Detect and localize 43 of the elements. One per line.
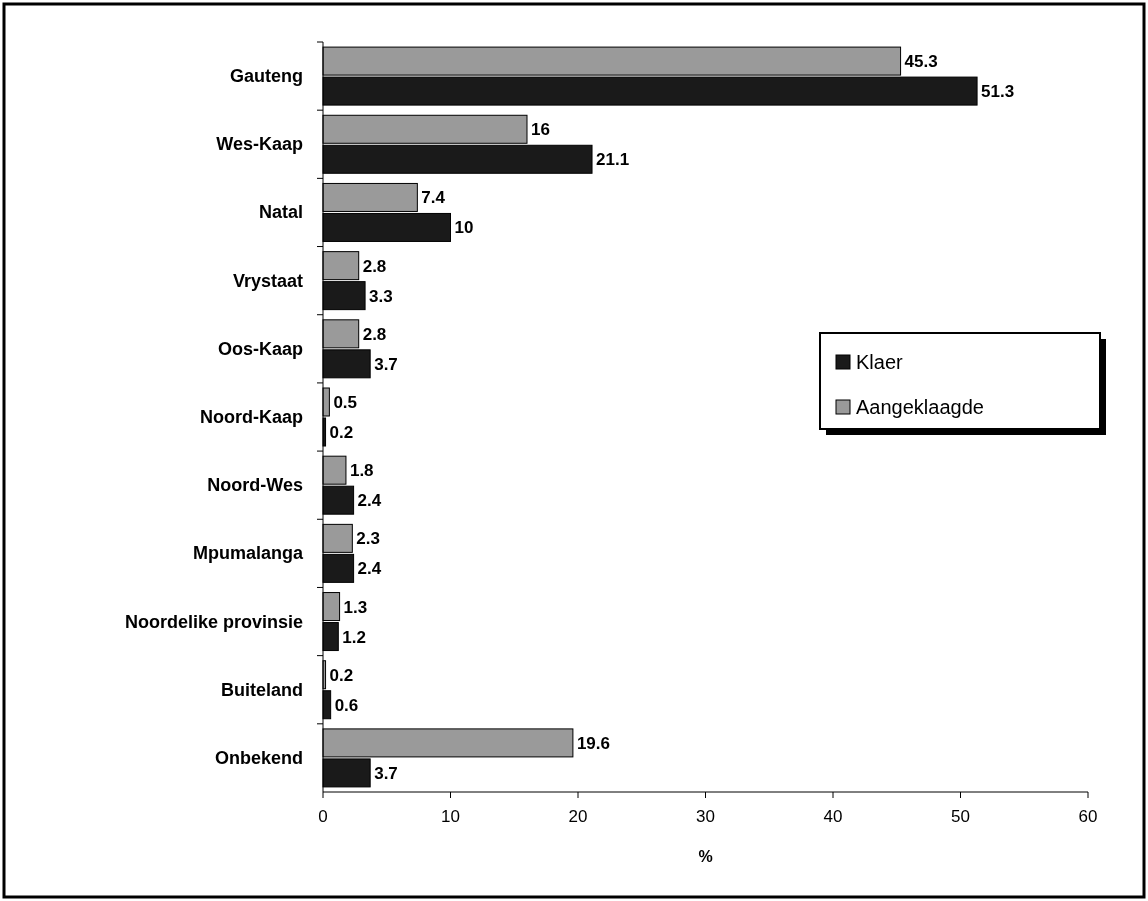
data-label: 2.4 xyxy=(357,559,382,579)
data-label: 2.8 xyxy=(362,324,387,344)
y-tick-label: Oos-Kaap xyxy=(217,338,303,359)
x-tick-label: 40 xyxy=(823,807,843,826)
y-tick-label: Wes-Kaap xyxy=(216,134,303,155)
x-axis-title: % xyxy=(698,848,713,865)
legend-label: Klaer xyxy=(856,351,904,373)
data-label: 1.8 xyxy=(349,461,374,481)
data-label: 3.3 xyxy=(369,286,393,306)
data-label: 16 xyxy=(531,120,550,140)
data-label: 21.1 xyxy=(596,150,630,170)
y-tick-label: Noord-Kaap xyxy=(200,407,303,427)
data-label: 10 xyxy=(454,218,474,238)
y-tick-label: Natal xyxy=(258,202,303,223)
data-label: 2.4 xyxy=(357,491,382,511)
data-label: 0.6 xyxy=(334,695,359,715)
data-label: 19.6 xyxy=(576,733,610,753)
data-label: 0.2 xyxy=(329,423,354,442)
x-tick-label: 0 xyxy=(318,807,328,826)
data-label: 45.3 xyxy=(904,52,938,72)
y-tick-label: Vrystaat xyxy=(232,270,303,291)
data-label: 0.5 xyxy=(333,393,358,412)
x-tick-label: 20 xyxy=(568,807,588,826)
data-label: 2.8 xyxy=(362,256,387,276)
data-label: 3.7 xyxy=(374,763,398,783)
y-tick-label: Noord-Wes xyxy=(207,475,303,496)
data-label: 3.7 xyxy=(374,354,398,374)
y-tick-label: Noordelike provinsie xyxy=(124,611,303,632)
x-tick-label: 50 xyxy=(951,807,970,826)
legend-label: Aangeklaagde xyxy=(856,396,984,418)
y-tick-label: Buiteland xyxy=(220,679,303,700)
y-tick-label: Onbekend xyxy=(214,747,303,768)
data-label: 0.2 xyxy=(329,665,354,685)
data-label: 2.3 xyxy=(356,529,380,549)
data-label: 51.3 xyxy=(981,82,1015,102)
x-tick-label: 30 xyxy=(696,807,715,826)
x-tick-label: 60 xyxy=(1078,807,1098,826)
data-label: 1.3 xyxy=(343,597,368,617)
y-tick-label: Mpumalanga xyxy=(192,543,304,564)
y-tick-label: Gauteng xyxy=(229,66,303,87)
data-label: 1.2 xyxy=(342,627,366,647)
x-tick-label: 10 xyxy=(441,807,460,826)
data-label: 7.4 xyxy=(421,188,446,208)
